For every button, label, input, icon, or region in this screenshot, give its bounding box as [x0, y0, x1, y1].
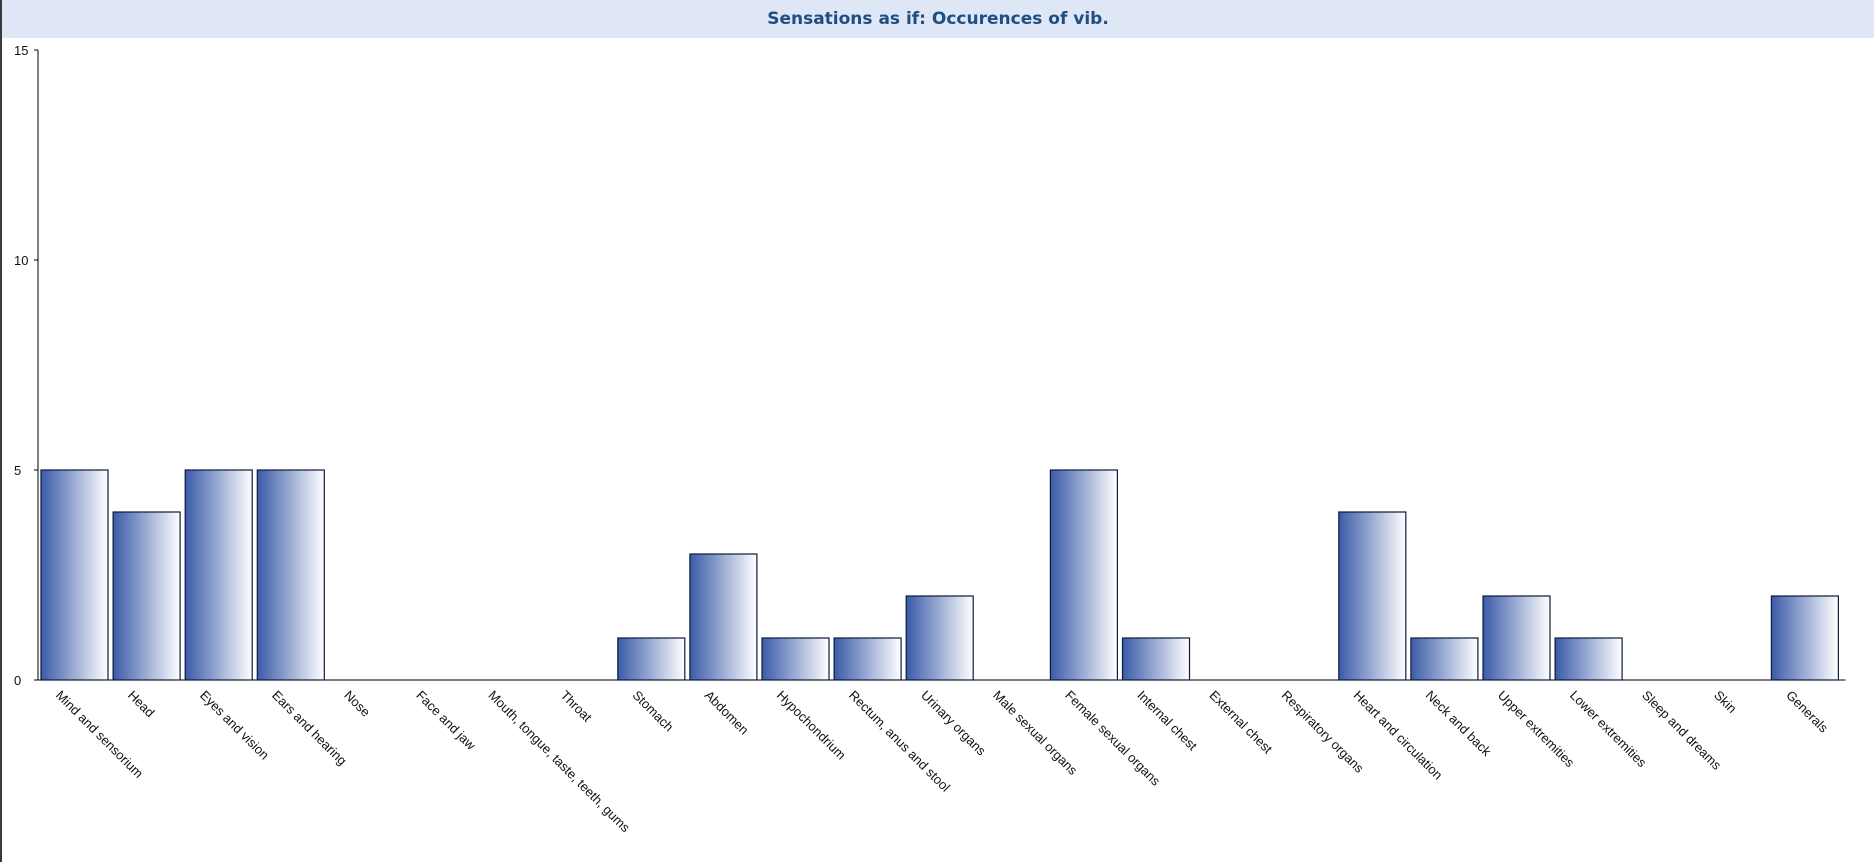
- bar: [761, 637, 830, 681]
- bar: [256, 469, 325, 681]
- bar: [1770, 595, 1840, 681]
- y-tick-labels: 0 5 10 15: [14, 43, 28, 688]
- x-category-label: Face and jaw: [413, 688, 479, 754]
- chart-title-bar: Sensations as if: Occurences of vib.: [2, 0, 1874, 38]
- bar: [1338, 511, 1407, 681]
- x-category-label: External chest: [1206, 688, 1275, 757]
- x-category-label: Neck and back: [1423, 688, 1495, 760]
- x-category-label: Nose: [341, 688, 373, 720]
- x-category-label: Throat: [558, 688, 595, 725]
- x-category-label: Generals: [1783, 688, 1831, 736]
- x-category-label: Lower extremities: [1567, 688, 1650, 771]
- x-category-label: Hypochondrium: [774, 688, 849, 763]
- x-category-label: Head: [125, 688, 158, 721]
- y-tick-label: 5: [14, 463, 21, 478]
- x-category-label: Stomach: [630, 688, 677, 735]
- chart-bars: [40, 469, 1840, 681]
- y-tick-label: 0: [14, 673, 21, 688]
- bar: [833, 637, 902, 681]
- bar: [1482, 595, 1551, 681]
- x-category-label: Internal chest: [1134, 688, 1200, 754]
- bar: [1121, 637, 1191, 681]
- bar: [617, 637, 686, 681]
- x-category-label: Abdomen: [702, 688, 752, 738]
- x-category-label: Upper extremities: [1495, 688, 1578, 771]
- bar: [905, 595, 974, 681]
- y-tick-label: 15: [14, 43, 28, 58]
- y-tick-label: 10: [14, 253, 28, 268]
- bar: [112, 511, 181, 681]
- x-category-label: Mouth, tongue, taste, teeth, gums: [485, 688, 633, 836]
- bar: [184, 469, 253, 681]
- x-category-label: Ears and hearing: [269, 688, 350, 769]
- bar: [1410, 637, 1479, 681]
- x-category-label: Urinary organs: [918, 688, 989, 759]
- x-category-label: Skin: [1711, 688, 1739, 716]
- x-category-label: Eyes and vision: [197, 688, 272, 763]
- bar: [40, 469, 109, 681]
- bar: [1554, 637, 1623, 681]
- bar: [1049, 469, 1119, 681]
- x-category-label: Sleep and dreams: [1639, 688, 1725, 774]
- bar: [689, 553, 758, 681]
- chart-title: Sensations as if: Occurences of vib.: [767, 9, 1109, 29]
